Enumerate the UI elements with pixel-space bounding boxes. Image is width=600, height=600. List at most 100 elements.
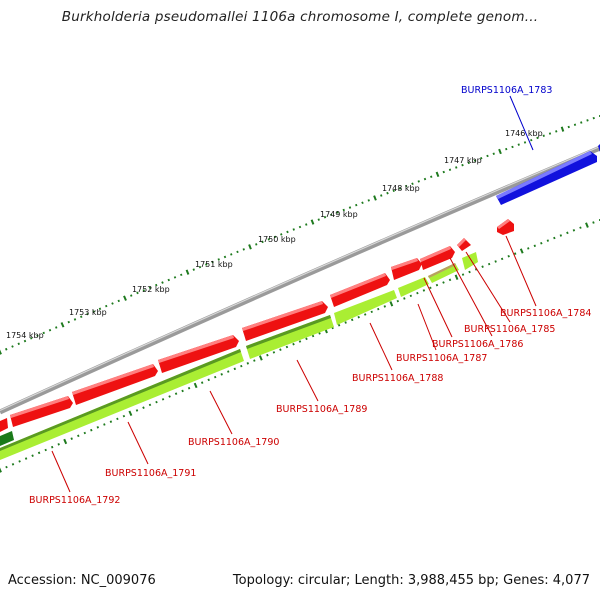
scale-minor-tick — [448, 278, 452, 282]
gene-burps1106a-1791[interactable] — [72, 364, 158, 405]
scale-minor-tick — [513, 252, 517, 255]
cds-dark-partial[interactable] — [0, 431, 14, 446]
scale-minor-tick — [233, 367, 237, 371]
label-burps1106a-1788[interactable]: BURPS1106A_1788 — [352, 373, 443, 384]
scale-minor-tick — [173, 276, 177, 279]
scale-minor-tick — [361, 201, 364, 205]
scale-minor-tick — [48, 328, 52, 332]
label-burps1106a-1792[interactable]: BURPS1106A_1792 — [29, 495, 120, 506]
cds-1787[interactable] — [398, 277, 429, 297]
gene-burps1106a-1792[interactable] — [10, 396, 73, 427]
scale-minor-tick — [342, 208, 345, 212]
scale-minor-tick — [57, 443, 60, 446]
scale-minor-tick — [187, 386, 191, 390]
scale-minor-tick — [155, 283, 158, 287]
scale-minor-tick — [136, 291, 139, 295]
scale-minor-tick — [280, 233, 283, 236]
scale-minor-tick — [220, 373, 223, 376]
scale-label-1748: 1748 kbp — [382, 184, 420, 193]
gene-burps1106a-1789[interactable] — [242, 301, 328, 341]
scale-minor-tick — [267, 238, 270, 241]
gene-burps1106a-1790[interactable] — [158, 335, 239, 373]
label-burps1106a-1784[interactable]: BURPS1106A_1784 — [500, 308, 591, 319]
scale-minor-tick — [161, 281, 164, 284]
scale-minor-tick — [130, 294, 133, 297]
gene-callout-lines — [51, 95, 537, 493]
scale-major-tick — [454, 274, 459, 280]
scale-minor-tick — [367, 199, 370, 202]
scale-minor-tick — [474, 268, 478, 271]
scale-label-1750: 1750 kbp — [258, 235, 296, 244]
cds-1788[interactable] — [334, 290, 397, 325]
scale-minor-tick — [18, 460, 21, 463]
scale-minor-tick — [227, 370, 230, 373]
scale-minor-tick — [161, 398, 165, 401]
label-burps1106a-1787[interactable]: BURPS1106A_1787 — [396, 353, 487, 364]
gene-burps1106a-1786[interactable] — [420, 246, 455, 270]
cds-1789[interactable] — [246, 315, 334, 359]
label-burps1106a-1783[interactable]: BURPS1106A_1783 — [461, 85, 552, 96]
scale-minor-tick — [573, 123, 577, 126]
scale-minor-tick — [266, 353, 269, 357]
scale-minor-tick — [542, 134, 545, 138]
outer-scale-dots — [0, 115, 600, 355]
scale-label-1751: 1751 kbp — [195, 260, 233, 269]
scale-minor-tick — [318, 332, 321, 335]
scale-minor-tick — [487, 262, 491, 266]
scale-minor-tick — [566, 231, 569, 235]
cds-1785[interactable] — [462, 252, 478, 270]
scale-minor-tick — [350, 318, 354, 322]
scale-minor-tick — [255, 243, 258, 246]
scale-minor-tick — [344, 321, 347, 324]
scale-minor-tick — [553, 236, 556, 240]
scale-minor-tick — [122, 414, 126, 418]
scale-minor-tick — [468, 270, 471, 274]
scale-major-tick — [123, 295, 127, 301]
scale-minor-tick — [536, 136, 539, 140]
gene-burps1106a-1787[interactable] — [391, 258, 422, 280]
scale-minor-tick — [236, 250, 239, 254]
scale-minor-tick — [423, 177, 427, 181]
scale-minor-tick — [4, 347, 8, 351]
gene-burps1106a-1788[interactable] — [330, 273, 390, 307]
scale-minor-tick — [572, 229, 576, 232]
scale-minor-tick — [355, 203, 358, 207]
scale-major-tick — [389, 301, 394, 307]
scale-minor-tick — [42, 331, 45, 335]
scale-minor-tick — [73, 318, 77, 321]
scale-label-1749: 1749 kbp — [320, 210, 358, 219]
scale-minor-tick — [480, 156, 483, 160]
gene-partial-left[interactable] — [0, 418, 8, 432]
scale-labels: 1746 kbp 1747 kbp 1748 kbp 1749 kbp 1750… — [6, 129, 543, 340]
scale-minor-tick — [55, 326, 58, 329]
label-burps1106a-1790[interactable]: BURPS1106A_1790 — [188, 437, 279, 448]
scale-minor-tick — [148, 403, 152, 407]
gene-burps1106a-1785[interactable] — [457, 238, 471, 251]
scale-minor-tick — [348, 206, 352, 209]
label-burps1106a-1791[interactable]: BURPS1106A_1791 — [105, 468, 196, 479]
scale-minor-tick — [116, 417, 119, 421]
label-burps1106a-1786[interactable]: BURPS1106A_1786 — [432, 339, 523, 350]
scale-label-1754: 1754 kbp — [6, 331, 44, 340]
scale-minor-tick — [336, 211, 339, 214]
gene-burps1106a-1784[interactable] — [497, 219, 514, 235]
scale-minor-tick — [155, 400, 158, 404]
gene-labels: BURPS1106A_1783 BURPS1106A_1784 BURPS110… — [29, 85, 591, 506]
scale-minor-tick — [37, 451, 41, 455]
scale-minor-tick — [473, 159, 477, 162]
scale-minor-tick — [240, 364, 243, 368]
scale-minor-tick — [31, 454, 34, 457]
scale-major-tick — [0, 467, 2, 473]
scale-minor-tick — [286, 230, 289, 234]
cds-1790-1792[interactable] — [0, 349, 244, 460]
scale-minor-tick — [500, 257, 504, 261]
cds-1786[interactable] — [428, 263, 459, 283]
label-burps1106a-1789[interactable]: BURPS1106A_1789 — [276, 404, 367, 415]
scale-minor-tick — [523, 141, 527, 144]
scale-minor-tick — [285, 345, 289, 349]
scale-major-tick — [373, 195, 377, 201]
scale-major-tick — [60, 322, 65, 328]
label-burps1106a-1785[interactable]: BURPS1106A_1785 — [464, 324, 555, 335]
scale-label-1753: 1753 kbp — [69, 308, 107, 317]
